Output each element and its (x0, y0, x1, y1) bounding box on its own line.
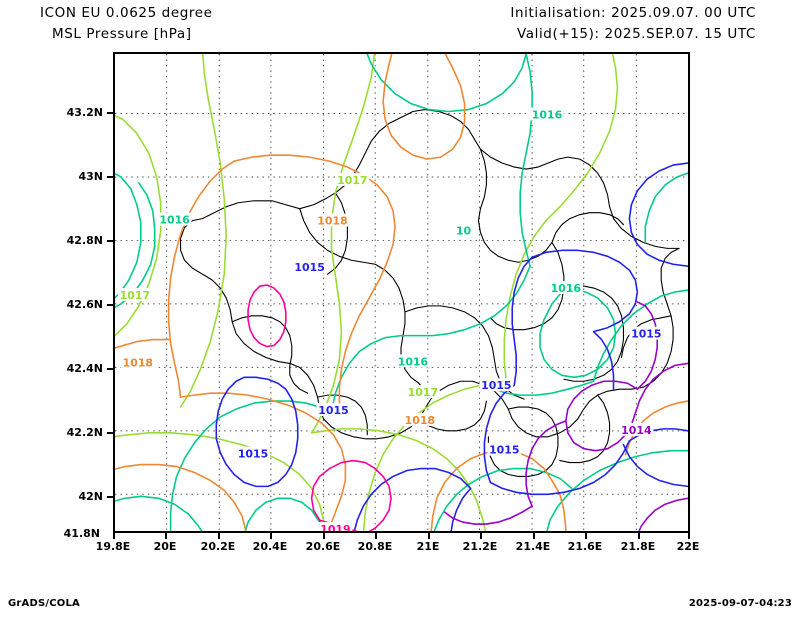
svg-text:1016: 1016 (532, 108, 562, 121)
y-tick-label: 42.2N (66, 426, 103, 439)
svg-text:1016: 1016 (551, 282, 581, 295)
y-tick-label: 43N (78, 170, 103, 183)
contour-label: 1016 (530, 107, 564, 121)
y-tick-label: 42.8N (66, 234, 103, 247)
svg-text:1015: 1015 (481, 379, 511, 392)
contour-label: 1015 (292, 260, 327, 274)
svg-text:1017: 1017 (408, 386, 438, 399)
contour-label: 1018 (402, 412, 437, 427)
contour-1017 (115, 54, 619, 531)
svg-text:1014: 1014 (621, 424, 652, 437)
contour-label: 10 (449, 223, 478, 237)
svg-text:1016: 1016 (398, 355, 428, 368)
svg-text:1015: 1015 (294, 261, 324, 274)
grads-credit: GrADS/COLA (8, 598, 80, 609)
svg-text:1015: 1015 (238, 448, 268, 461)
x-tick-label: 20.4E (252, 540, 288, 553)
initialisation-text: Initialisation: 2025.09.07. 00 UTC (510, 5, 756, 21)
x-tick-label: 19.8E (95, 540, 131, 553)
svg-text:1015: 1015 (318, 404, 348, 417)
model-title: ICON EU 0.0625 degree (40, 5, 213, 21)
x-tick-label: 20.8E (357, 540, 393, 553)
contour-label: 1017 (405, 385, 440, 399)
contour-plot-frame: 1016 1017 1018 1017 1018 1015 1016 10 10… (113, 52, 690, 533)
svg-text:10: 10 (456, 224, 472, 237)
x-tick-label: 21.4E (515, 540, 551, 553)
y-tick-label: 43.2N (66, 106, 103, 119)
contour-label: 1017 (335, 173, 370, 187)
contour-label: 1016 (396, 354, 430, 368)
valid-time-text: Valid(+15): 2025.SEP.07. 15 UTC (516, 26, 756, 42)
contour-label: 1015 (629, 326, 664, 341)
y-tick-label: 42.4N (66, 362, 103, 375)
svg-text:1019: 1019 (320, 523, 350, 531)
generation-timestamp: 2025-09-07-04:23 (688, 598, 792, 609)
contour-label: 1015 (479, 378, 514, 392)
x-tick-label: 21.8E (620, 540, 656, 553)
y-tick-label: 42.6N (66, 298, 103, 311)
contour-1016 (115, 54, 688, 531)
contour-label: 1015 (316, 403, 351, 417)
svg-text:1018: 1018 (405, 414, 435, 427)
contour-label: 1018 (315, 213, 350, 228)
contour-1014 (443, 301, 688, 531)
contour-labels: 1016 1017 1018 1017 1018 1015 1016 10 10… (117, 107, 664, 531)
x-tick-label: 20E (153, 540, 177, 553)
x-tick-label: 20.2E (200, 540, 236, 553)
svg-text:1015: 1015 (631, 328, 661, 341)
contour-label: 1018 (120, 355, 155, 369)
y-tick-label: 41.8N (63, 527, 100, 540)
contour-label: 1016 (548, 281, 583, 295)
contour-map-svg: 1016 1017 1018 1017 1018 1015 1016 10 10… (115, 54, 688, 531)
field-title: MSL Pressure [hPa] (52, 26, 192, 42)
contour-label: 1016 (157, 212, 192, 227)
svg-text:1017: 1017 (120, 289, 150, 302)
x-tick-label: 20.6E (305, 540, 341, 553)
contour-label: 1019 (318, 522, 353, 531)
grid-lines (115, 54, 688, 531)
svg-text:1016: 1016 (159, 214, 189, 227)
x-tick-label: 21.6E (567, 540, 603, 553)
contour-label: 1015 (487, 442, 522, 457)
x-tick-label: 22E (676, 540, 700, 553)
contour-label: 1017 (117, 288, 152, 302)
contour-label: 1015 (236, 446, 270, 461)
contour-label: 1014 (619, 422, 654, 437)
contour-1015 (215, 162, 688, 531)
svg-text:1018: 1018 (123, 356, 153, 369)
svg-text:1018: 1018 (317, 215, 347, 228)
x-tick-label: 21E (416, 540, 440, 553)
svg-text:1017: 1017 (337, 174, 367, 187)
contour-1018 (115, 54, 688, 531)
contour-1019 (247, 284, 392, 531)
y-tick-label: 42N (78, 490, 103, 503)
svg-text:1015: 1015 (489, 444, 519, 457)
x-tick-label: 21.2E (462, 540, 498, 553)
